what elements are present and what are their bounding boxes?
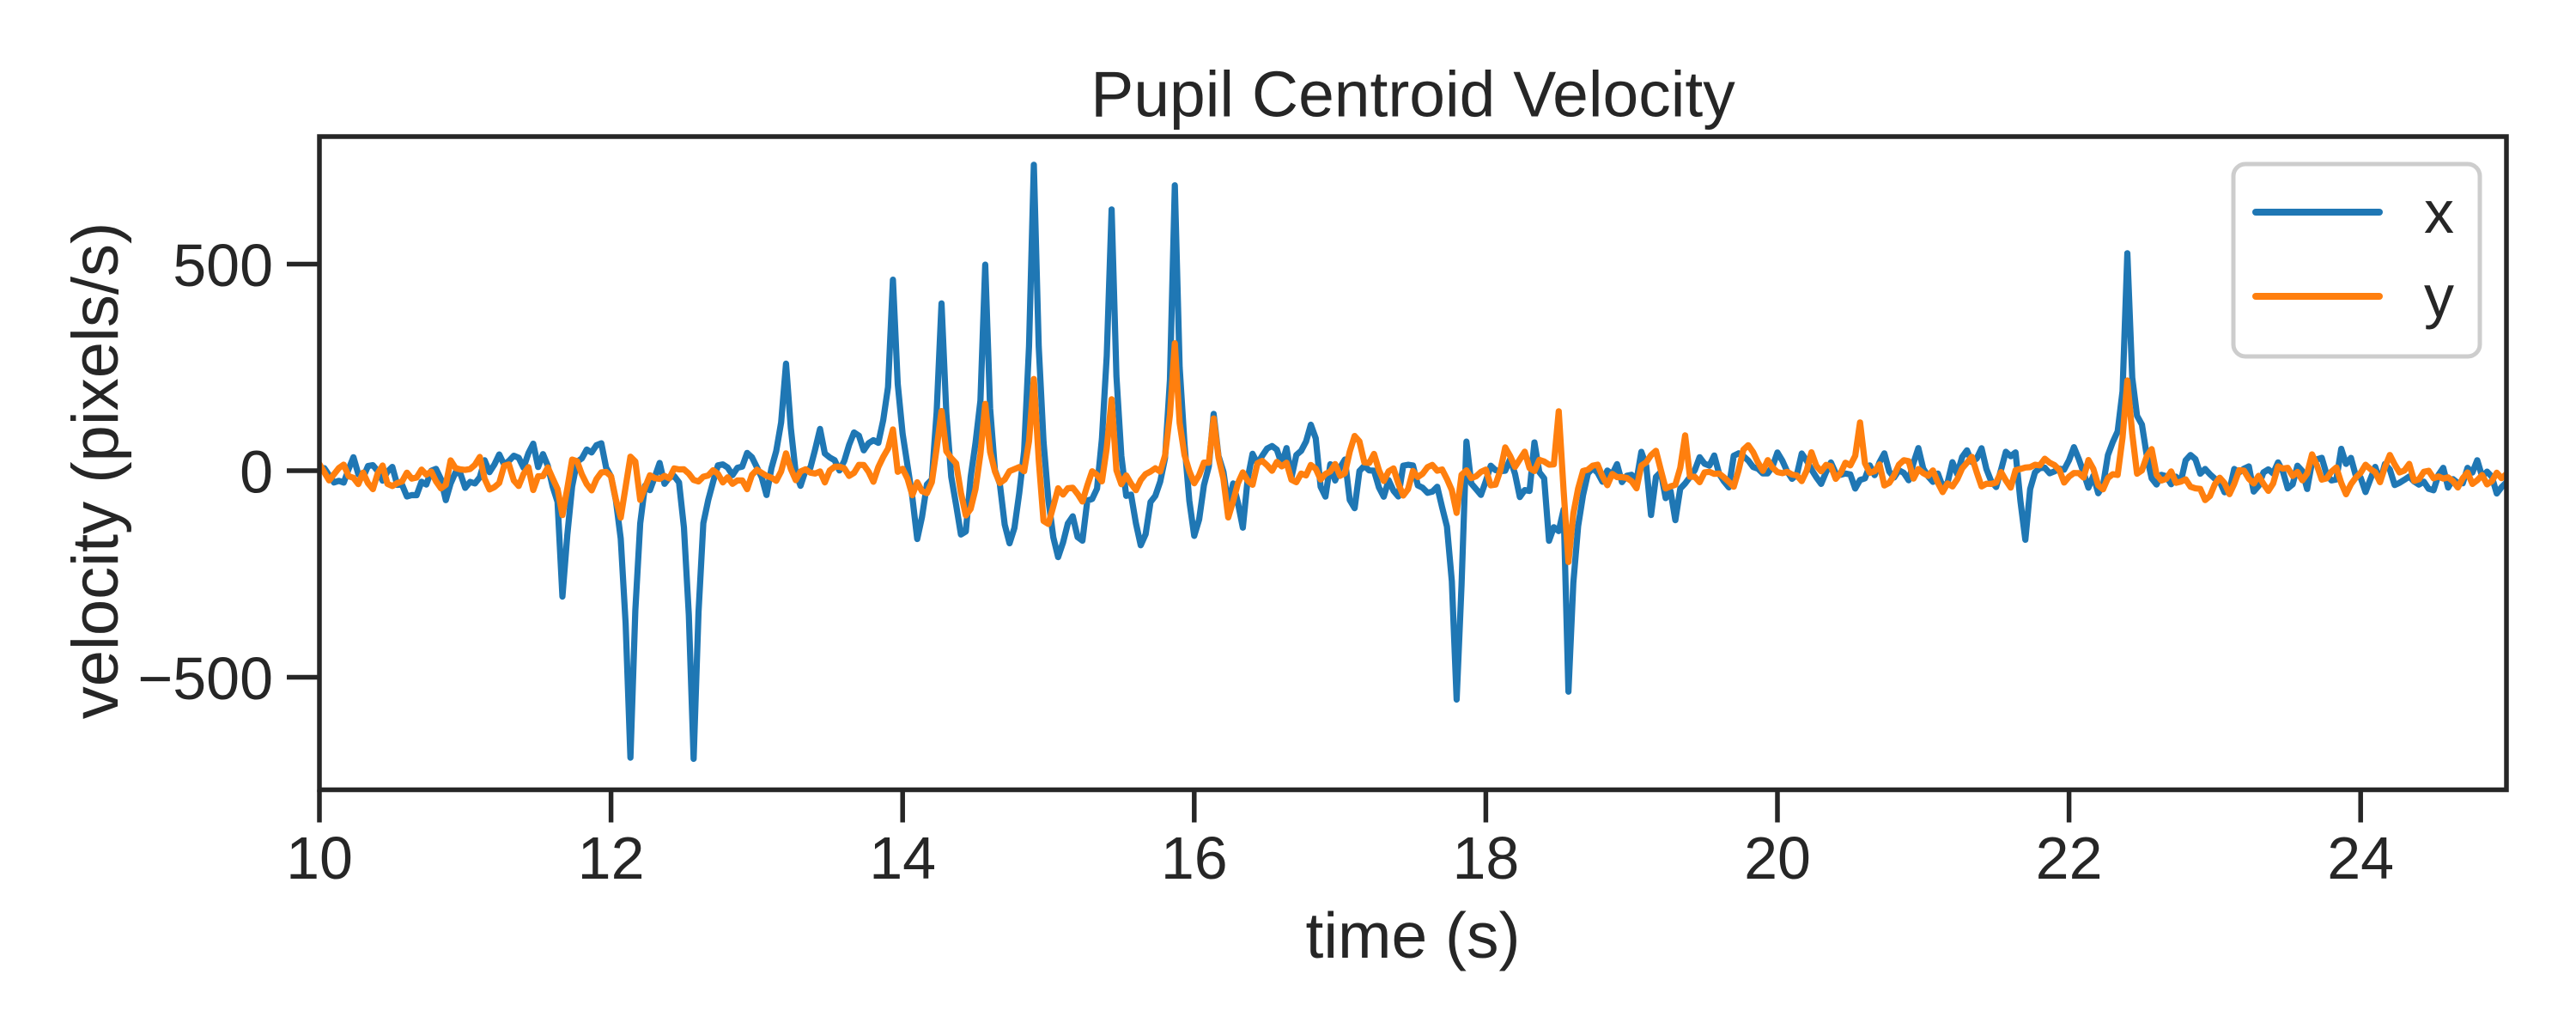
- svg-text:y: y: [2424, 263, 2454, 330]
- svg-text:18: 18: [1452, 825, 1519, 892]
- svg-text:velocity (pixels/s): velocity (pixels/s): [59, 222, 132, 720]
- svg-text:x: x: [2424, 179, 2454, 246]
- svg-text:−500: −500: [137, 645, 273, 712]
- svg-text:0: 0: [240, 439, 273, 506]
- svg-text:12: 12: [578, 825, 645, 892]
- svg-text:Pupil Centroid Velocity: Pupil Centroid Velocity: [1091, 58, 1735, 131]
- svg-text:10: 10: [286, 825, 353, 892]
- svg-text:22: 22: [2036, 825, 2103, 892]
- svg-text:20: 20: [1744, 825, 1811, 892]
- svg-text:24: 24: [2327, 825, 2394, 892]
- svg-text:500: 500: [173, 232, 273, 299]
- svg-text:14: 14: [869, 825, 936, 892]
- svg-text:time (s): time (s): [1306, 899, 1521, 971]
- svg-text:16: 16: [1161, 825, 1228, 892]
